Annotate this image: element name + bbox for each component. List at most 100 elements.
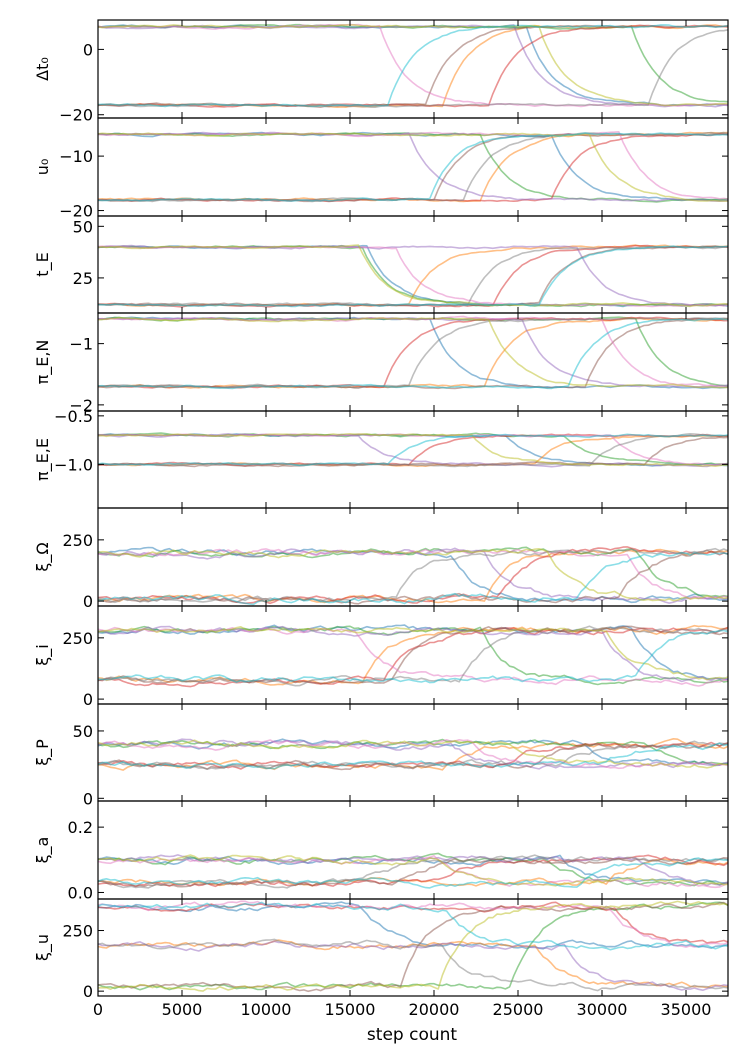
y-axis-label: ξ_P [33,739,53,766]
x-tick-label: 25000 [493,1000,544,1019]
walker-trace-6 [98,901,728,993]
walker-trace-2 [98,939,728,989]
walker-trace-9 [98,900,728,992]
walker-trace-2 [98,24,728,108]
walker-traces [98,900,728,993]
panel-frame [97,898,729,997]
walker-trace-6 [98,549,728,605]
walker-trace-9 [98,547,728,602]
panel-10: 250 0 ξ_u [33,898,729,1001]
walker-trace-9 [98,739,728,769]
y-tick-label: −1.0 [54,455,93,474]
walker-trace-6 [98,436,728,468]
walker-trace-8 [98,740,728,771]
walker-trace-10 [98,245,728,308]
x-tick-label: 30000 [577,1000,628,1019]
y-tick-label: −2 [69,396,93,415]
walker-trace-10 [98,629,728,684]
walker-traces [98,131,728,203]
panel-7: 250 0 ξ_i [33,605,729,709]
walker-trace-10 [98,742,728,770]
walker-trace-8 [98,317,728,389]
x-tick-labels: 0 5000 10000 15000 20000 25000 30000 35000 [93,1000,712,1019]
walker-trace-3 [98,23,728,103]
x-tick-label: 0 [93,1000,103,1019]
y-axis-label: t_E [33,252,53,276]
walker-trace-9 [98,316,728,389]
walker-trace-6 [98,856,728,888]
walker-trace-9 [98,432,728,468]
y-tick-label: 0 [83,690,93,709]
y-axis-label: ξ_a [33,837,53,864]
y-axis-label: u₀ [33,159,52,176]
y-tick-label: 50 [73,722,93,741]
walker-trace-5 [98,547,728,604]
walker-trace-9 [98,854,728,887]
walker-trace-8 [98,854,728,889]
walker-trace-7 [98,854,728,889]
x-tick-label: 5000 [162,1000,203,1019]
walker-trace-7 [98,23,728,108]
walker-trace-10 [98,317,728,390]
walker-trace-8 [98,547,728,604]
y-tick-label: 0 [83,982,93,1001]
y-tick-label: 0.0 [68,883,93,902]
walker-trace-2 [98,317,728,389]
y-tick-label: −1 [69,335,93,354]
panel-2: −10 −20 u₀ [33,117,729,221]
walker-trace-4 [98,546,728,605]
walker-traces [98,23,728,108]
y-axis-label: Δt₀ [33,57,52,81]
walker-trace-8 [98,29,728,108]
panel-4: −1 −2 π_E,N [33,312,729,415]
y-tick-label: −20 [59,202,93,221]
walker-trace-10 [98,901,728,951]
walker-trace-4 [98,24,728,108]
walker-trace-6 [98,24,728,108]
walker-traces [98,244,728,308]
walker-trace-1 [98,901,728,950]
y-tick-label: −10 [59,147,93,166]
walker-trace-9 [98,625,728,681]
y-axis-label: ξ_Ω [33,542,53,571]
walker-trace-1 [98,546,728,604]
walker-traces [98,852,728,889]
walker-trace-10 [98,24,728,108]
x-tick-label: 10000 [241,1000,292,1019]
walker-traces [98,624,728,688]
y-tick-label: 25 [73,269,93,288]
walker-trace-5 [98,131,728,202]
walker-trace-7 [98,433,728,466]
walker-trace-5 [98,854,728,887]
y-axis-label: π_E,N [33,340,53,385]
y-axis-label: ξ_u [33,934,53,961]
walker-trace-1 [98,624,728,681]
walker-trace-9 [98,244,728,308]
y-tick-label: 0 [83,592,93,611]
panel-frame [97,605,729,705]
panel-5: −0.5 −1.0π_E,E [33,407,729,509]
walker-trace-10 [98,857,728,889]
walker-trace-7 [98,548,728,600]
panel-8: 50 0 ξ_P [33,703,729,808]
walker-trace-1 [98,316,728,390]
walker-trace-6 [98,317,728,390]
y-tick-label: 250 [62,629,93,648]
panel-1: 0 −20 Δt₀ [33,19,729,125]
y-axis-label: π_E,E [33,438,53,481]
walker-trace-10 [98,433,728,467]
x-tick-label: 15000 [325,1000,376,1019]
walker-trace-6 [98,625,728,685]
walker-trace-9 [98,132,728,202]
walker-traces [98,432,728,468]
x-tick-label: 35000 [661,1000,712,1019]
walker-trace-9 [98,24,728,107]
walker-trace-10 [98,551,728,606]
y-tick-label: −0.5 [54,407,93,426]
walker-trace-8 [98,625,728,687]
panel-9: 0.2 0.0 ξ_a [33,800,729,902]
walker-trace-10 [98,132,728,202]
panel-3: 50 25 t_E [33,215,729,314]
y-tick-label: −20 [59,106,93,125]
